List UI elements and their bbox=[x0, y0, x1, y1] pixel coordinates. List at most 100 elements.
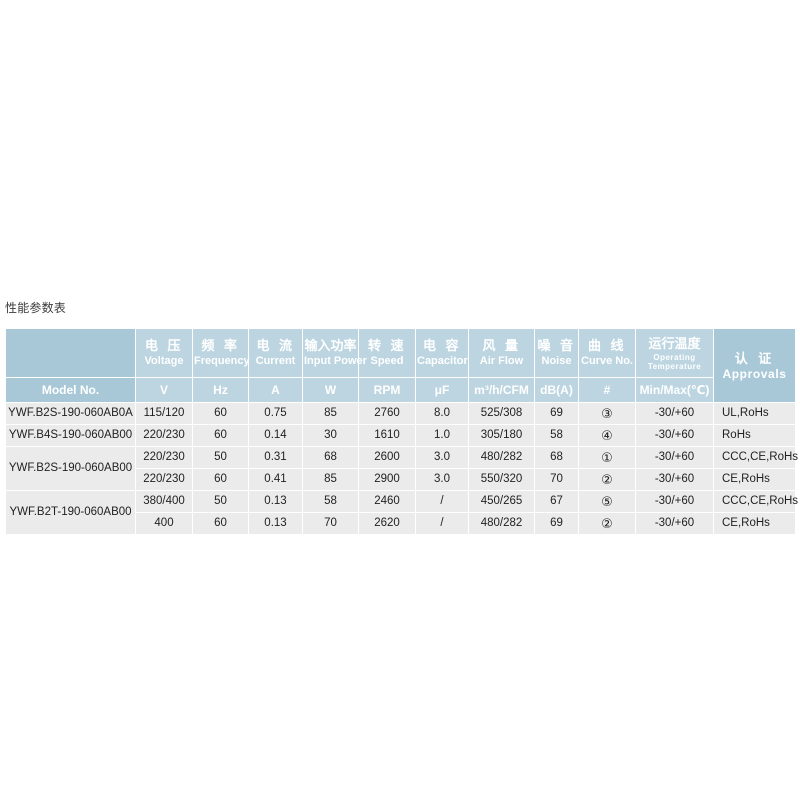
header-unit-operating-temperature: Min/Max(℃) bbox=[635, 377, 714, 403]
cell-voltage: 380/400 bbox=[135, 490, 193, 513]
header-frequency-cn: 频 率 bbox=[201, 339, 240, 354]
cell-speed: 2620 bbox=[358, 512, 416, 535]
header-cell-curve-no: 曲 线 Curve No. bbox=[578, 328, 636, 378]
header-operating-temperature-unit: Min/Max(℃) bbox=[639, 382, 710, 397]
cell-air-flow: 480/282 bbox=[468, 512, 535, 535]
header-unit-input-power: W bbox=[302, 377, 359, 403]
cell-capacitor: / bbox=[415, 490, 469, 513]
table-row: 400 60 0.13 70 2620 / 480/282 69 ② -30/+… bbox=[6, 512, 796, 535]
table-row: YWF.B2S-190-060AB0A 115/120 60 0.75 85 2… bbox=[5, 402, 796, 425]
cell-frequency: 60 bbox=[192, 512, 249, 535]
header-unit-noise: dB(A) bbox=[534, 377, 579, 403]
cell-current: 0.31 bbox=[248, 446, 303, 469]
cell-approvals: CCC,CE,RoHs bbox=[713, 490, 798, 513]
header-current-unit: A bbox=[271, 382, 280, 397]
cell-noise: 68 bbox=[534, 446, 579, 469]
cell-curve-no: ② bbox=[578, 512, 636, 535]
cell-approvals: CE,RoHs bbox=[713, 468, 796, 491]
cell-input-power: 58 bbox=[302, 490, 359, 513]
header-unit-capacitor: μF bbox=[415, 377, 469, 403]
header-unit-air-flow: m³/h/CFM bbox=[468, 377, 535, 403]
cell-speed: 2460 bbox=[358, 490, 416, 513]
cell-voltage: 400 bbox=[135, 512, 193, 535]
cell-frequency: 60 bbox=[192, 468, 249, 491]
header-air-flow-cn: 风 量 bbox=[482, 339, 521, 354]
cell-air-flow: 450/265 bbox=[468, 490, 535, 513]
cell-air-flow: 550/320 bbox=[468, 468, 535, 491]
header-operating-temperature-en-1: Operating bbox=[653, 352, 696, 362]
cell-approvals: CE,RoHs bbox=[713, 512, 796, 535]
table-header: 电 压 Voltage 频 率 Frequency 电 流 Current 输入… bbox=[5, 328, 796, 403]
cell-input-power: 85 bbox=[302, 402, 359, 425]
header-air-flow-en: Air Flow bbox=[479, 355, 524, 367]
header-current-en: Current bbox=[255, 355, 296, 367]
cell-air-flow: 305/180 bbox=[468, 424, 535, 447]
cell-input-power: 30 bbox=[302, 424, 359, 447]
performance-parameter-table: 电 压 Voltage 频 率 Frequency 电 流 Current 输入… bbox=[5, 328, 798, 535]
header-cell-capacitor: 电 容 Capacitor bbox=[415, 328, 469, 378]
cell-noise: 67 bbox=[534, 490, 579, 513]
cell-frequency: 50 bbox=[192, 490, 249, 513]
cell-air-flow: 525/308 bbox=[468, 402, 535, 425]
cell-curve-no: ① bbox=[578, 446, 636, 469]
cell-noise: 69 bbox=[534, 512, 579, 535]
header-cell-input-power: 输入功率 Input Power bbox=[302, 328, 367, 378]
header-cell-noise: 噪 音 Noise bbox=[534, 328, 579, 378]
cell-voltage: 220/230 bbox=[135, 446, 193, 469]
header-input-power-cn: 输入功率 bbox=[304, 339, 357, 354]
header-frequency-unit: Hz bbox=[213, 382, 228, 397]
header-unit-voltage: V bbox=[135, 377, 193, 403]
table-row: YWF.B2S-190-060AB00 220/230 50 0.31 68 2… bbox=[5, 446, 798, 491]
cell-curve-no: ③ bbox=[578, 402, 636, 425]
header-model-no-label: Model No. bbox=[41, 382, 100, 397]
table-body: YWF.B2S-190-060AB0A 115/120 60 0.75 85 2… bbox=[5, 402, 798, 535]
header-cell-frequency: 频 率 Frequency bbox=[192, 328, 250, 378]
header-noise-en: Noise bbox=[541, 355, 572, 367]
header-noise-unit: dB(A) bbox=[540, 382, 573, 397]
header-capacitor-unit: μF bbox=[434, 382, 450, 397]
header-speed-en: Speed bbox=[370, 355, 404, 367]
cell-noise: 70 bbox=[534, 468, 579, 491]
header-unit-speed: RPM bbox=[358, 377, 416, 403]
cell-speed: 1610 bbox=[358, 424, 416, 447]
cell-input-power: 85 bbox=[302, 468, 359, 491]
cell-model-no: YWF.B2S-190-060AB0A bbox=[5, 402, 136, 425]
cell-capacitor: 3.0 bbox=[415, 446, 469, 469]
cell-approvals: UL,RoHs bbox=[713, 402, 796, 425]
cell-curve-no: ④ bbox=[578, 424, 636, 447]
header-unit-frequency: Hz bbox=[192, 377, 249, 403]
header-unit-model-no: Model No. bbox=[5, 377, 136, 403]
cell-approvals: CCC,CE,RoHs bbox=[713, 446, 798, 469]
header-current-cn: 电 流 bbox=[256, 339, 295, 354]
header-speed-cn: 转 速 bbox=[367, 339, 407, 354]
cell-current: 0.75 bbox=[248, 402, 303, 425]
cell-current: 0.14 bbox=[248, 424, 303, 447]
cell-operating-temperature: -30/+60 bbox=[635, 468, 714, 491]
header-curve-no-unit: # bbox=[603, 382, 611, 397]
header-cell-speed: 转 速 Speed bbox=[358, 328, 416, 378]
cell-input-power: 70 bbox=[302, 512, 359, 535]
cell-speed: 2600 bbox=[358, 446, 416, 469]
cell-speed: 2900 bbox=[358, 468, 416, 491]
header-capacitor-en: Capacitor bbox=[417, 355, 468, 367]
cell-frequency: 60 bbox=[192, 402, 249, 425]
cell-current: 0.13 bbox=[248, 490, 303, 513]
cell-capacitor: 3.0 bbox=[415, 468, 469, 491]
header-unit-curve-no: # bbox=[578, 377, 636, 403]
cell-curve-no: ② bbox=[578, 468, 636, 491]
header-cell-current: 电 流 Current bbox=[248, 328, 303, 378]
header-curve-no-en: Curve No. bbox=[581, 355, 633, 367]
header-row-primary: 电 压 Voltage 频 率 Frequency 电 流 Current 输入… bbox=[5, 328, 796, 403]
header-cell-operating-temperature: 运行温度 Operating Temperature bbox=[635, 328, 714, 378]
page-title: 性能参数表 bbox=[5, 301, 67, 315]
cell-operating-temperature: -30/+60 bbox=[635, 446, 714, 469]
header-cell-air-flow: 风 量 Air Flow bbox=[468, 328, 535, 378]
table-row: 220/230 60 0.41 85 2900 3.0 550/320 70 ②… bbox=[6, 468, 796, 491]
cell-model-no: YWF.B4S-190-060AB00 bbox=[5, 424, 136, 447]
cell-curve-no: ⑤ bbox=[578, 490, 636, 513]
header-noise-cn: 噪 音 bbox=[537, 339, 576, 354]
header-frequency-en: Frequency bbox=[194, 355, 250, 367]
cell-model-no: YWF.B2T-190-060AB00 bbox=[5, 490, 136, 535]
cell-noise: 69 bbox=[534, 402, 579, 425]
